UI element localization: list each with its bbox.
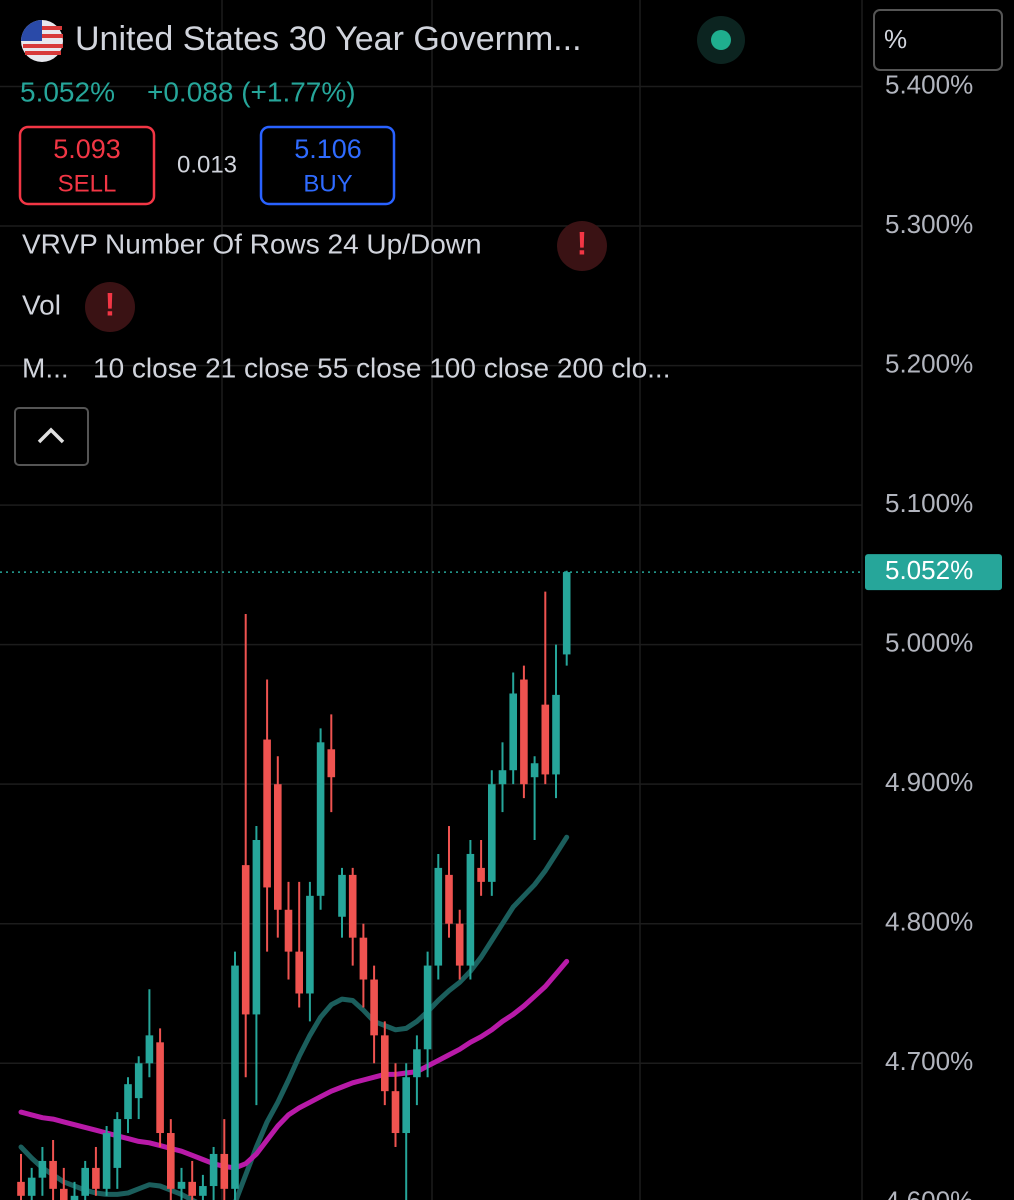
warning-badge[interactable]	[557, 221, 607, 271]
warning-icon[interactable]: !	[577, 225, 588, 261]
symbol-title: United States 30 Year Governm...	[75, 20, 582, 58]
candle-body	[423, 965, 432, 1050]
candle-body	[338, 874, 346, 917]
candle-body	[509, 693, 517, 771]
candle-body	[455, 923, 464, 966]
candle-body	[263, 739, 271, 888]
candle-body	[327, 749, 336, 778]
candle-body	[60, 1188, 68, 1200]
candle-body	[49, 1160, 57, 1189]
candle-body	[284, 909, 293, 952]
candle-body	[520, 679, 528, 785]
price-change: +0.088 (+1.77%)	[147, 76, 356, 107]
candle-body	[92, 1167, 100, 1189]
price-label-box	[865, 554, 1002, 591]
candle-body	[102, 1133, 111, 1189]
indicator-vrvp: VRVP Number Of Rows 24 Up/Down	[22, 228, 482, 259]
y-tick-label: 5.300%	[885, 209, 973, 239]
sell-button[interactable]	[18, 125, 156, 206]
vertical-grid	[221, 0, 863, 1200]
candle-body	[295, 951, 303, 994]
buy-label[interactable]: BUY	[303, 170, 352, 197]
candle-body	[541, 704, 550, 775]
sell-label[interactable]: SELL	[58, 170, 117, 197]
candle-body	[498, 770, 507, 785]
candle-body	[231, 965, 239, 1189]
candle-body	[167, 1133, 175, 1189]
candle-body	[445, 874, 453, 924]
candle-body	[241, 865, 250, 1015]
candle-body	[274, 784, 282, 910]
candle-body	[370, 979, 378, 1036]
y-tick-label: 5.100%	[885, 488, 973, 518]
spread: 0.013	[177, 151, 237, 178]
candle-body	[562, 572, 571, 655]
candle-body	[477, 867, 485, 882]
y-tick-label: 4.700%	[885, 1046, 973, 1076]
flag-stripes	[23, 26, 63, 55]
indicator-vol: Vol	[22, 289, 61, 320]
collapse-caret[interactable]	[37, 427, 65, 444]
collapse-button[interactable]	[14, 407, 89, 466]
warning-icon[interactable]: !	[105, 286, 116, 322]
candle-body	[466, 853, 475, 966]
y-tick-label: 4.800%	[885, 907, 973, 937]
moving-average-line	[18, 958, 570, 1171]
y-tick-label: 4.600%	[885, 1186, 973, 1200]
candle-body	[348, 874, 357, 938]
indicator-ma-name: M...	[22, 352, 69, 383]
indicator-ma: 10 close 21 close 55 close 100 close 200…	[93, 352, 670, 383]
candle-body	[434, 867, 443, 966]
candle-body	[38, 1160, 47, 1178]
candle-body	[381, 1035, 389, 1092]
price-label: 5.052%	[885, 555, 973, 585]
flag-canton	[21, 20, 42, 41]
candle-body	[188, 1181, 196, 1196]
candle-body	[359, 937, 368, 980]
candle-body	[17, 1181, 25, 1196]
buy-button[interactable]	[259, 125, 396, 206]
overlay: United States 30 Year Governm... % 5.052…	[14, 9, 1003, 466]
candle-body	[209, 1153, 218, 1187]
candle-body	[81, 1167, 89, 1196]
moving-average-line	[18, 834, 570, 1200]
status-dot	[711, 30, 731, 50]
candle-body	[113, 1119, 122, 1168]
unit-button[interactable]	[873, 9, 1003, 71]
candle-body	[220, 1153, 229, 1189]
buy-price[interactable]: 5.106	[294, 134, 362, 164]
candle-body	[27, 1177, 36, 1196]
candle-body	[177, 1181, 186, 1189]
y-tick-label: 5.000%	[885, 628, 973, 658]
sell-price[interactable]: 5.093	[53, 134, 121, 164]
warning-badge[interactable]	[85, 282, 135, 332]
candle-body	[402, 1077, 410, 1134]
candle-body	[316, 742, 325, 896]
candle-body	[145, 1035, 154, 1064]
candle-body	[70, 1195, 79, 1200]
candle-body	[552, 694, 560, 775]
candle-body	[391, 1091, 400, 1134]
candle-body	[488, 784, 496, 882]
candle-body	[134, 1063, 143, 1099]
candle-body	[199, 1186, 207, 1196]
y-tick-label: 5.400%	[885, 69, 973, 99]
candle-body	[306, 895, 314, 994]
y-tick-label: 4.900%	[885, 767, 973, 797]
candle-body	[124, 1084, 132, 1120]
candle-body	[156, 1042, 164, 1134]
plot: 4.600% 4.700% 4.800% 4.900% 5.000% 5.100% 5.20…	[0, 69, 1002, 1200]
unit-button-label[interactable]: %	[884, 24, 907, 54]
last-price: 5.052%	[20, 76, 115, 107]
candle-body	[252, 840, 261, 1015]
y-tick-label: 5.200%	[885, 348, 973, 378]
candle-body	[413, 1049, 421, 1078]
candle-body	[530, 763, 539, 778]
